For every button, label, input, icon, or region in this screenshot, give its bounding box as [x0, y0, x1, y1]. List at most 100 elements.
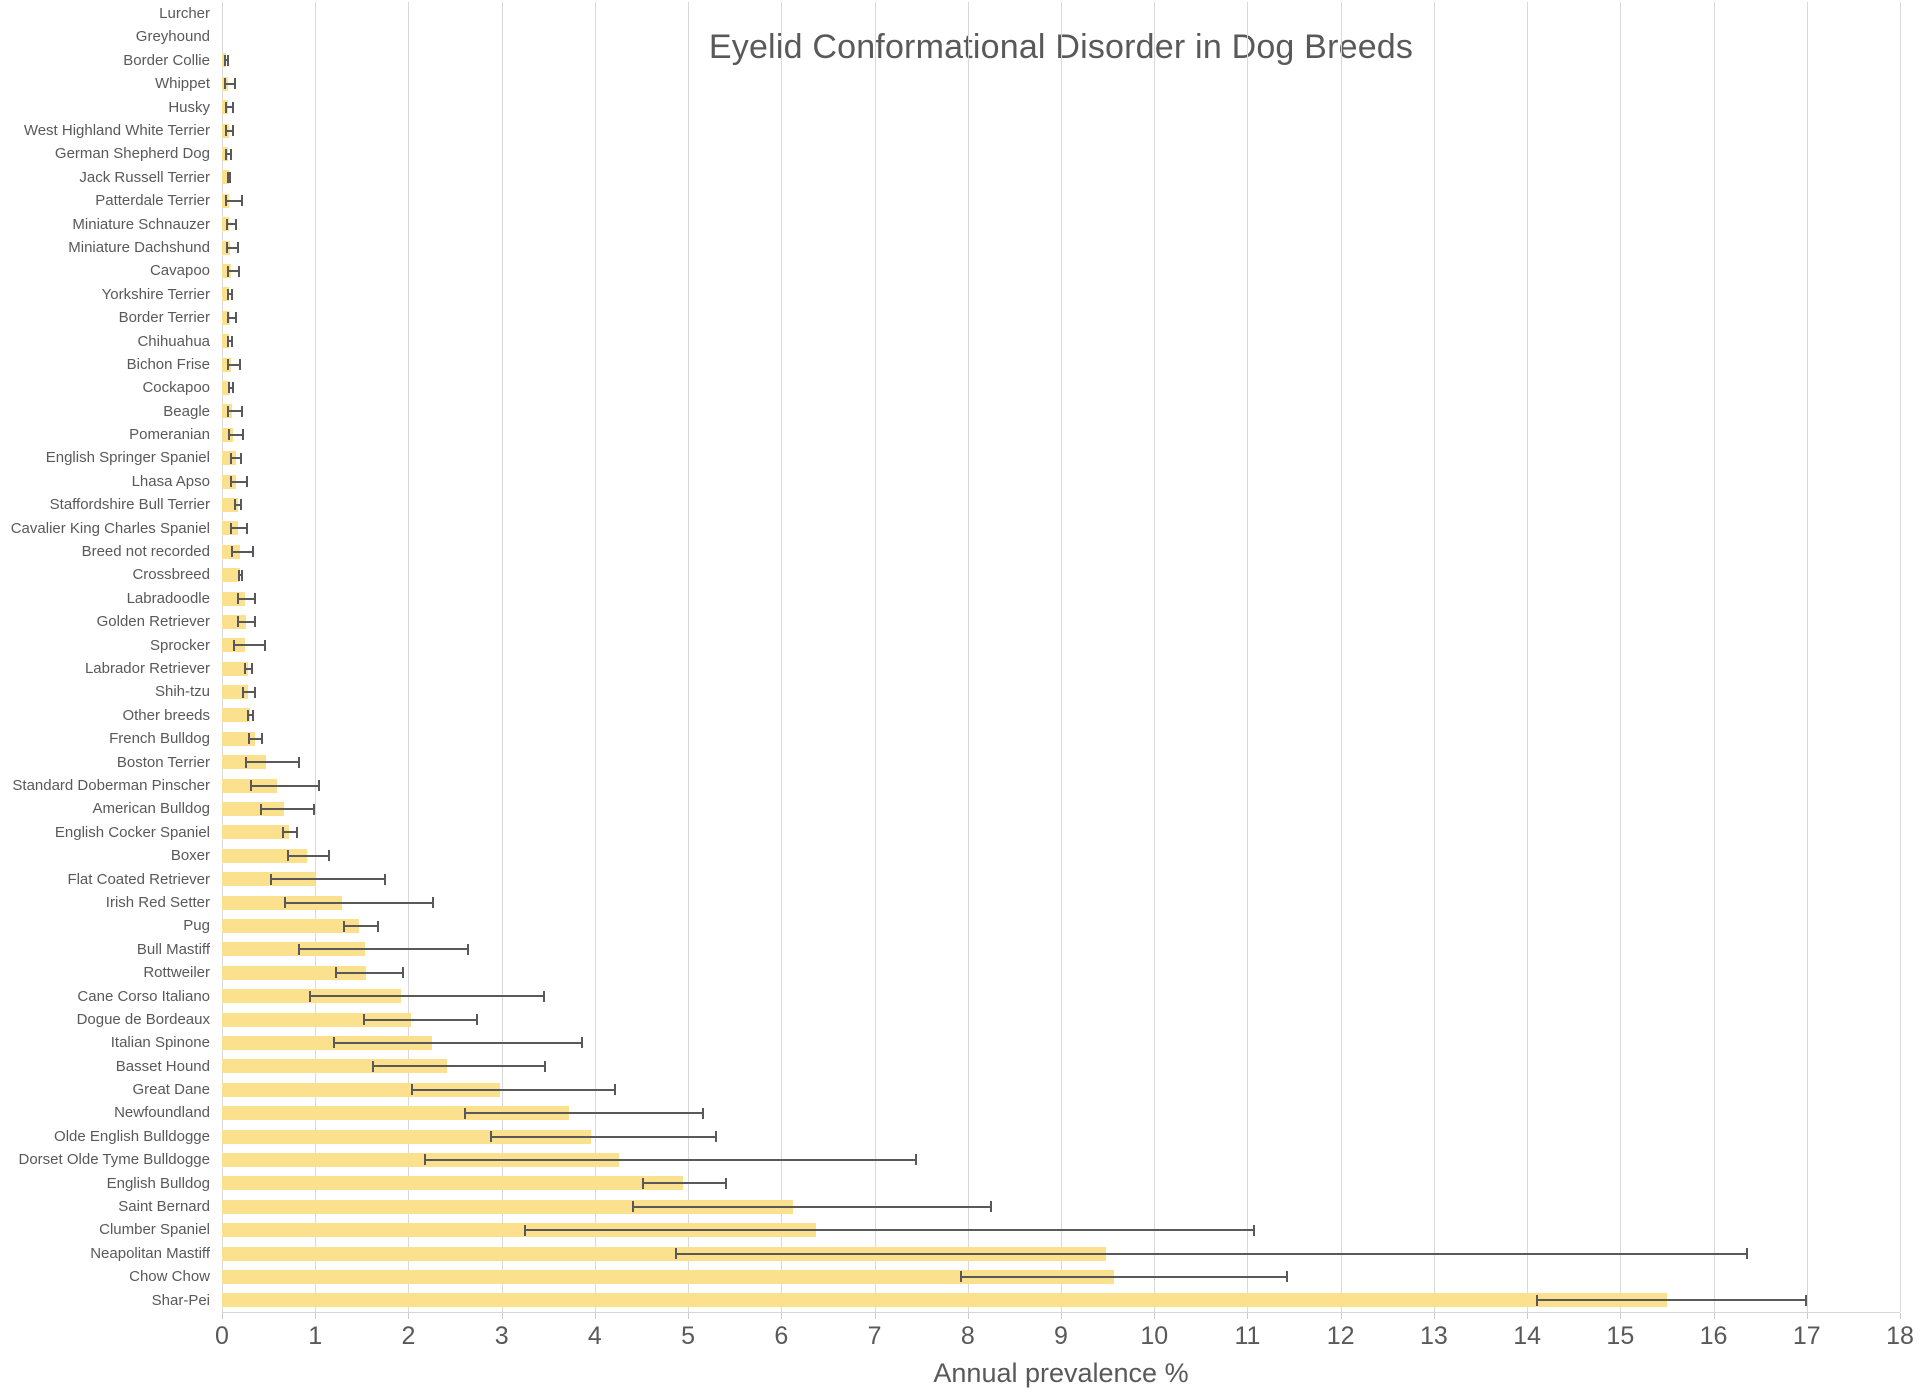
error-bar [224, 125, 235, 137]
bar-row: Other breeds [122, 704, 1900, 727]
x-tick-mark [222, 1313, 223, 1319]
gridline [1061, 2, 1062, 1312]
breed-label: Newfoundland [114, 1104, 210, 1122]
bar [222, 614, 247, 629]
error-bar-line [526, 1229, 1253, 1232]
error-bar-line [643, 1182, 726, 1185]
bar [222, 287, 230, 302]
error-bar-line [226, 153, 231, 156]
breed-label: Husky [168, 98, 210, 116]
bar-row: Irish Red Setter [106, 891, 1900, 914]
error-bar [226, 288, 234, 300]
error-bar [283, 897, 434, 909]
bar-row: Miniature Schnauzer [72, 213, 1900, 236]
error-bar-line [238, 597, 255, 600]
error-bar-line [232, 457, 241, 460]
bar-row: Chihuahua [137, 330, 1900, 353]
error-bar [233, 639, 266, 651]
breed-label: Pomeranian [129, 426, 210, 444]
breed-label: Saint Bernard [118, 1198, 210, 1216]
gridline [967, 2, 969, 1312]
error-bar-line [677, 1252, 1747, 1255]
x-tick-mark [1433, 1313, 1435, 1319]
error-bar-line [235, 644, 264, 647]
bar-row: Labradoodle [127, 587, 1900, 610]
error-bar-line [271, 878, 385, 881]
bar [222, 1269, 1115, 1284]
bar [222, 334, 230, 349]
error-bar [226, 335, 234, 347]
error-bar [227, 429, 245, 441]
error-bar-line [228, 410, 241, 413]
x-tick-label: 9 [1054, 1322, 1068, 1350]
breed-label: Shih-tzu [154, 683, 210, 701]
breed-label: Beagle [163, 402, 210, 420]
x-tick-label: 12 [1326, 1322, 1355, 1350]
bar [222, 1106, 569, 1121]
error-bar [245, 756, 301, 768]
breed-label: Other breeds [122, 706, 210, 724]
gridline [1247, 2, 1249, 1312]
bar-row: Pomeranian [129, 423, 1900, 446]
error-bar-line [229, 386, 233, 389]
breed-label: Chihuahua [137, 332, 210, 350]
gridline [408, 2, 410, 1312]
x-axis-title: Annual prevalence % [933, 1358, 1189, 1388]
bar-row: Miniature Dachshund [68, 236, 1900, 259]
bar-row: Bichon Frise [127, 353, 1900, 376]
x-tick-label: 14 [1513, 1322, 1542, 1350]
error-bar-line [466, 1112, 702, 1115]
breed-label: English Springer Spaniel [45, 449, 210, 467]
x-axis-tick-marks [222, 1313, 1901, 1320]
breed-label: West Highland White Terrier [23, 121, 210, 139]
bar [222, 802, 284, 817]
breed-label: Dogue de Bordeaux [76, 1010, 210, 1028]
bar [222, 1246, 1106, 1261]
error-bar [226, 312, 237, 324]
bar-row: Shar-Pei [152, 1289, 1900, 1312]
x-tick-label: 11 [1234, 1322, 1261, 1350]
error-bar [489, 1131, 717, 1143]
bar-row: Whippet [155, 72, 1900, 95]
bar-row: Great Dane [132, 1078, 1900, 1101]
error-bar-line [228, 340, 232, 343]
breed-label: Crossbreed [132, 566, 210, 584]
x-tick-mark [501, 1313, 503, 1319]
bar [222, 591, 246, 606]
breed-label: Yorkshire Terrier [101, 285, 210, 303]
x-tick-mark [1340, 1313, 1342, 1319]
error-bar-line [228, 176, 230, 179]
bar [222, 778, 277, 793]
breed-label: Dorset Olde Tyme Bulldogge [18, 1151, 211, 1169]
breed-label: Jack Russell Terrier [79, 168, 210, 186]
bar [222, 965, 366, 980]
gridline [1713, 2, 1715, 1312]
error-bar-line [228, 316, 235, 319]
breed-label: Standard Doberman Pinscher [12, 776, 210, 794]
bar-row: Crossbreed [132, 563, 1900, 586]
bar-row: Italian Spinone [111, 1031, 1900, 1054]
bar [222, 1129, 592, 1144]
x-axis-tick-labels: 0 1 2 3 4 5 6 7 8 9 10 11 12 13 14 15 16 17 18 [215, 1322, 1914, 1354]
bar-row: Saint Bernard [118, 1195, 1900, 1218]
error-bar [244, 663, 253, 675]
error-bar-line [226, 199, 242, 202]
x-tick-label: 17 [1792, 1322, 1821, 1350]
breed-label: Lurcher [159, 5, 210, 22]
error-bar [332, 1037, 583, 1049]
breed-label: Bichon Frise [126, 355, 210, 373]
x-tick-mark [874, 1313, 876, 1319]
bar-row: American Bulldog [92, 797, 1900, 820]
breed-label: Pug [183, 917, 210, 935]
breed-label: Cane Corso Italiano [77, 987, 210, 1005]
bar [222, 170, 229, 185]
error-bar [225, 242, 239, 254]
bar-row: Border Collie [123, 49, 1900, 72]
bar-row: English Cocker Spaniel [55, 821, 1900, 844]
x-tick-label: 16 [1699, 1322, 1728, 1350]
error-bar [230, 452, 243, 464]
error-bar [223, 78, 236, 90]
bar-row: French Bulldog [109, 727, 1900, 750]
bar [222, 1082, 500, 1097]
error-bar [247, 709, 254, 721]
